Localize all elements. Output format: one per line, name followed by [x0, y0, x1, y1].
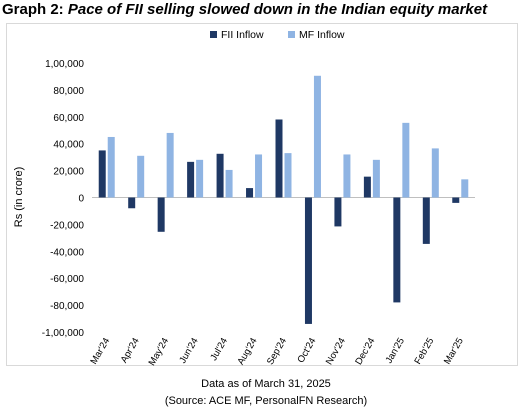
bar-fii-inflow: [422, 197, 430, 244]
bar-fii-inflow: [128, 197, 136, 209]
x-tick-label: Sep'24: [265, 336, 289, 367]
bar-fii-inflow: [98, 150, 106, 198]
bar-mf-inflow: [166, 132, 174, 198]
chart-title: Graph 2: Pace of FII selling slowed down…: [2, 1, 487, 18]
legend-swatch: [288, 31, 295, 38]
bar-fii-inflow: [157, 197, 165, 232]
legend-label: MF Inflow: [299, 29, 345, 41]
y-tick-label: 0: [78, 194, 84, 205]
chart-title-lead: Graph 2:: [2, 1, 64, 18]
legend-swatch: [210, 31, 217, 38]
x-tick-label: Mar'25: [442, 336, 466, 366]
bar-fii-inflow: [246, 188, 254, 198]
x-tick-label: Dec'24: [353, 336, 377, 367]
bar-mf-inflow: [461, 179, 469, 198]
bar-fii-inflow: [275, 119, 283, 198]
y-tick-label: 20,000: [53, 167, 84, 178]
legend-label: FII Inflow: [221, 29, 264, 41]
x-tick-label: Mar'24: [88, 336, 112, 366]
bar-mf-inflow: [137, 155, 145, 198]
bar-mf-inflow: [313, 75, 321, 198]
bar-mf-inflow: [372, 159, 380, 198]
bar-mf-inflow: [196, 159, 204, 198]
footer-note: Data as of March 31, 2025: [201, 378, 331, 390]
bar-fii-inflow: [393, 197, 401, 303]
bar-mf-inflow: [255, 154, 263, 198]
y-tick-label: -80,000: [50, 301, 84, 312]
x-tick-label: Aug'24: [235, 336, 259, 367]
bar-mf-inflow: [402, 122, 410, 198]
bar-mf-inflow: [225, 169, 233, 198]
bar-mf-inflow: [343, 154, 351, 198]
bar-fii-inflow: [304, 197, 312, 324]
y-axis: -1,00,000 -80,000 -60,000 -40,000 -20,000 0 20…: [42, 59, 475, 339]
x-tick-label: May'24: [147, 336, 172, 368]
x-tick-label: Apr'24: [119, 336, 142, 365]
bar-mf-inflow: [284, 153, 292, 198]
x-tick-label: Jul'24: [208, 336, 230, 363]
y-tick-label: -1,00,000: [42, 328, 85, 339]
y-axis-label: Rs (in crore): [13, 167, 25, 228]
y-tick-label: -40,000: [50, 247, 84, 258]
footer-source: (Source: ACE MF, PersonalFN Research): [164, 395, 368, 407]
y-tick-label: -60,000: [50, 274, 84, 285]
x-tick-label: Jan'25: [384, 336, 407, 365]
bar-fii-inflow: [187, 161, 195, 198]
bar-fii-inflow: [216, 153, 224, 198]
y-tick-label: 1,00,000: [45, 59, 84, 70]
y-tick-label: -20,000: [50, 220, 84, 231]
bar-mf-inflow: [431, 148, 439, 198]
bars: [98, 75, 469, 324]
chart-frame: [6, 23, 518, 366]
x-tick-label: Oct'24: [295, 336, 318, 365]
x-axis: Mar'24 Apr'24 May'24 Jun'24 Jul'24 Aug'24 Sep'…: [88, 336, 465, 368]
y-tick-label: 80,000: [53, 86, 84, 97]
chart-title-text: Pace of FII selling slowed down in the I…: [67, 1, 488, 18]
bar-fii-inflow: [452, 197, 460, 203]
y-tick-label: 60,000: [53, 113, 84, 124]
y-tick-label: 40,000: [53, 140, 84, 151]
x-tick-label: Nov'24: [324, 336, 348, 367]
x-tick-label: Feb'25: [412, 336, 436, 366]
legend: FII Inflow MF Inflow: [210, 29, 345, 41]
bar-fii-inflow: [334, 197, 342, 227]
x-tick-label: Jun'24: [177, 336, 200, 365]
bar-fii-inflow: [363, 176, 371, 198]
bar-mf-inflow: [107, 136, 115, 198]
